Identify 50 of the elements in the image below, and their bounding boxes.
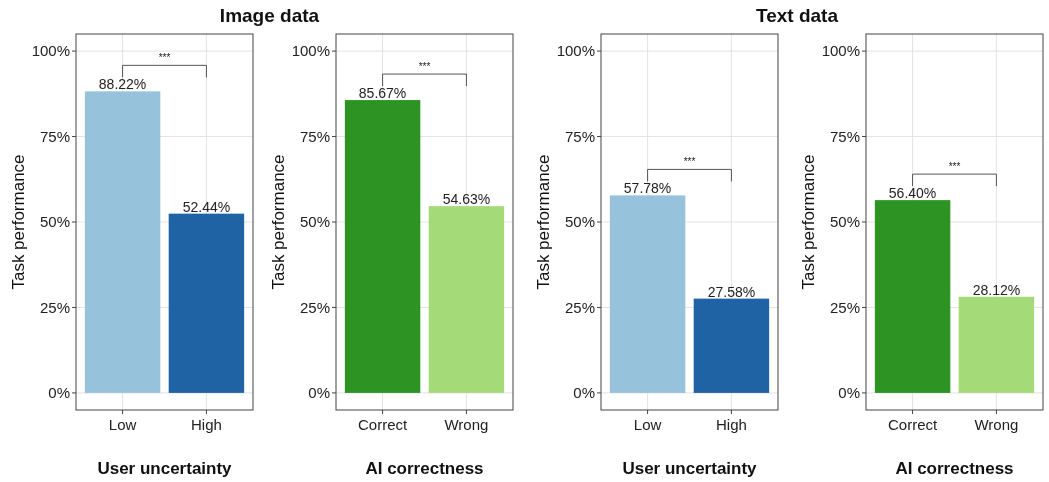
x-tick-label: High <box>715 416 747 433</box>
x-tick-label: Wrong <box>974 416 1019 433</box>
y-tick-label: 75% <box>564 127 595 145</box>
y-tick-label: 100% <box>821 42 860 60</box>
y-tick-label: 50% <box>39 213 70 231</box>
x-axis-title: AI correctness <box>895 459 1014 478</box>
y-axis-title: Task performance <box>534 154 553 290</box>
x-axis-title: User uncertainty <box>622 459 758 478</box>
chart-title: Image data <box>219 5 320 26</box>
y-tick-label: 25% <box>39 298 70 316</box>
x-axis-title: User uncertainty <box>97 459 233 478</box>
data-label: 57.78% <box>623 180 672 197</box>
y-tick-label: 25% <box>299 298 330 316</box>
annotation: *** <box>948 161 961 173</box>
data-label: 88.22% <box>98 76 147 93</box>
y-tick-label: 0% <box>573 384 595 402</box>
y-tick-label: 0% <box>308 384 330 402</box>
y-tick-label: 50% <box>829 213 860 231</box>
annotation: *** <box>683 156 696 168</box>
data-label: 54.63% <box>442 191 491 208</box>
x-tick-label: Low <box>108 416 137 433</box>
y-axis-title: Task performance <box>269 154 288 290</box>
y-axis-title: Task performance <box>9 154 28 290</box>
y-tick-label: 50% <box>299 213 330 231</box>
y-tick-label: 75% <box>39 127 70 145</box>
y-tick-label: 25% <box>829 298 860 316</box>
y-tick-label: 100% <box>556 42 595 60</box>
y-tick-label: 50% <box>564 213 595 231</box>
x-tick-label: Correct <box>887 416 938 433</box>
y-tick-label: 75% <box>829 127 860 145</box>
data-label: 52.44% <box>182 198 231 215</box>
chart-title: Text data <box>755 5 839 26</box>
x-tick-label: Correct <box>357 416 408 433</box>
data-label: 56.40% <box>888 185 937 202</box>
y-tick-label: 0% <box>48 384 70 402</box>
data-label: 85.67% <box>358 85 407 102</box>
annotation: *** <box>158 52 171 64</box>
y-tick-label: 100% <box>291 42 330 60</box>
x-tick-label: High <box>190 416 222 433</box>
annotation: *** <box>418 61 431 73</box>
y-tick-label: 75% <box>299 127 330 145</box>
x-axis-title: AI correctness <box>365 459 484 478</box>
y-tick-label: 100% <box>31 42 70 60</box>
data-label: 27.58% <box>707 283 756 300</box>
x-tick-label: Wrong <box>444 416 489 433</box>
y-axis-title: Task performance <box>799 154 818 290</box>
y-tick-label: 0% <box>838 384 860 402</box>
x-tick-label: Low <box>633 416 662 433</box>
data-label: 28.12% <box>972 281 1021 298</box>
y-tick-label: 25% <box>564 298 595 316</box>
